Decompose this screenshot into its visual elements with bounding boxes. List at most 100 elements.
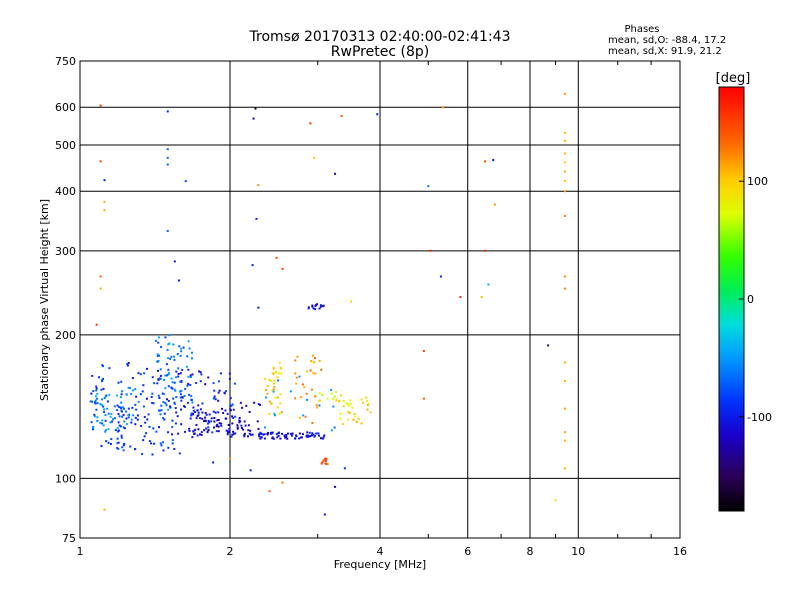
data-point xyxy=(167,373,170,376)
data-point xyxy=(312,372,315,375)
data-point xyxy=(334,485,337,488)
colorbar: [deg] 100 0 -100 xyxy=(716,71,772,512)
data-point xyxy=(268,413,271,416)
data-point xyxy=(94,399,97,402)
x-tick-label: 2 xyxy=(227,545,234,558)
data-point xyxy=(173,358,176,361)
data-point xyxy=(178,345,181,348)
data-point xyxy=(157,394,160,397)
data-point xyxy=(178,452,181,455)
data-point xyxy=(367,402,370,405)
data-point xyxy=(130,392,133,395)
data-point xyxy=(258,403,261,406)
data-point xyxy=(263,426,266,429)
data-point xyxy=(305,370,308,373)
data-point xyxy=(120,410,123,413)
data-point xyxy=(311,388,314,391)
data-point xyxy=(161,417,164,420)
data-point xyxy=(309,122,312,125)
data-point xyxy=(278,412,281,415)
data-point xyxy=(201,402,204,405)
data-point xyxy=(275,433,278,436)
data-point xyxy=(136,418,139,421)
data-point xyxy=(99,160,102,163)
data-point xyxy=(291,432,294,435)
data-point xyxy=(294,359,297,362)
data-point xyxy=(116,446,119,449)
data-point xyxy=(238,421,241,424)
data-point xyxy=(189,383,192,386)
data-point xyxy=(246,435,249,438)
chart-title: Tromsø 20170313 02:40:00-02:41:43 xyxy=(249,29,511,45)
data-point xyxy=(180,389,183,392)
data-point xyxy=(103,411,106,414)
data-point xyxy=(95,408,98,411)
data-point xyxy=(264,377,267,380)
data-point xyxy=(169,405,172,408)
data-point xyxy=(171,387,174,390)
data-point xyxy=(100,398,103,401)
data-point xyxy=(171,442,174,445)
data-point xyxy=(91,400,94,403)
data-point xyxy=(141,390,144,393)
data-point xyxy=(117,405,120,408)
data-point xyxy=(563,467,566,470)
data-point xyxy=(300,396,303,399)
data-point xyxy=(120,434,123,437)
y-tick-label: 600 xyxy=(55,101,76,114)
data-point xyxy=(257,403,260,406)
data-point xyxy=(313,357,316,360)
data-point xyxy=(179,354,182,357)
colorbar-tick-label: 0 xyxy=(747,293,754,306)
data-point xyxy=(128,386,131,389)
data-point xyxy=(273,414,276,417)
data-point xyxy=(156,354,159,357)
data-point xyxy=(173,260,176,263)
data-point xyxy=(109,415,112,418)
x-tick-label: 6 xyxy=(464,545,471,558)
data-point xyxy=(164,336,167,339)
data-point xyxy=(318,392,321,395)
data-point xyxy=(126,364,129,367)
data-point xyxy=(188,393,191,396)
data-point xyxy=(93,401,96,404)
data-point xyxy=(459,296,462,299)
data-point xyxy=(217,411,220,414)
colorbar-tick-label: 100 xyxy=(747,175,768,188)
data-point xyxy=(173,401,176,404)
data-point xyxy=(130,421,133,424)
data-point xyxy=(107,441,110,444)
data-point xyxy=(99,287,102,290)
x-axis-ticks: 1 2 4 6 8 10 16 xyxy=(77,61,687,558)
data-point xyxy=(302,414,305,417)
data-point xyxy=(168,334,171,337)
data-point xyxy=(123,420,126,423)
data-point xyxy=(119,425,122,428)
data-point xyxy=(104,430,107,433)
chart-subtitle: RwPretec (8p) xyxy=(331,44,429,60)
data-point xyxy=(272,366,275,369)
data-point xyxy=(318,359,321,362)
data-point xyxy=(314,395,317,398)
data-point xyxy=(99,421,102,424)
data-point xyxy=(330,392,333,395)
data-point xyxy=(108,367,111,370)
phase-stats: Phases mean, sd,O: -88.4, 17.2 mean, sd,… xyxy=(608,24,726,57)
data-point xyxy=(340,394,343,397)
data-point xyxy=(166,348,169,351)
data-point xyxy=(136,414,139,417)
data-point xyxy=(321,393,324,396)
data-point xyxy=(366,404,369,407)
data-point xyxy=(272,373,275,376)
data-point xyxy=(120,406,123,409)
data-point xyxy=(126,363,129,366)
data-point xyxy=(152,427,155,430)
data-point xyxy=(204,412,207,415)
data-point xyxy=(323,513,326,516)
data-point xyxy=(283,434,286,437)
data-point xyxy=(184,387,187,390)
data-point xyxy=(305,392,308,395)
data-point xyxy=(96,402,99,405)
data-point xyxy=(95,385,98,388)
data-point xyxy=(207,376,210,379)
